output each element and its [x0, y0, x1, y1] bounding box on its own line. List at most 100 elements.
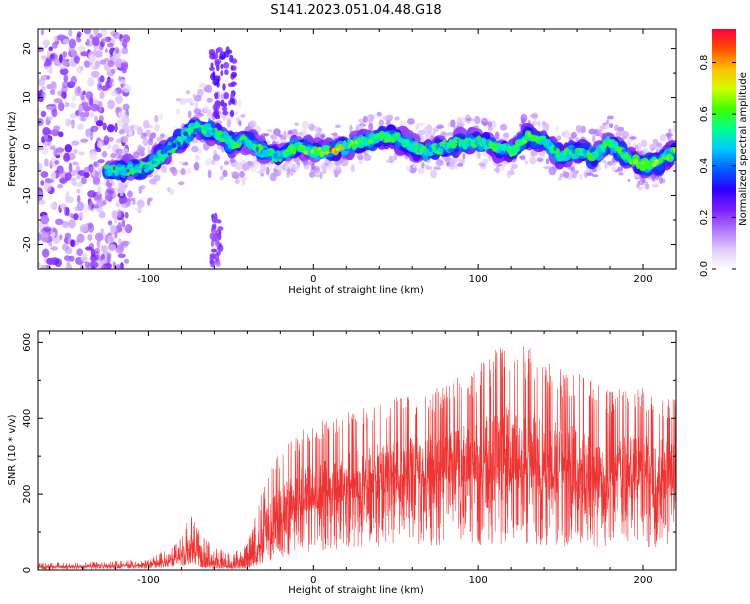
halo-blob [220, 63, 224, 70]
noise-blob [68, 38, 77, 49]
noise-blob [42, 127, 51, 136]
halo-blob [668, 128, 672, 135]
halo-blob [632, 142, 637, 148]
halo-blob [520, 113, 528, 123]
noise-blob [74, 86, 82, 97]
ridge-blob [613, 140, 617, 147]
ridge-blob [537, 137, 541, 141]
halo-blob [456, 117, 463, 127]
noise-blob [100, 253, 105, 260]
halo-blob [212, 153, 221, 162]
y-tick-label: 20 [22, 42, 33, 55]
ridge-blob [446, 144, 452, 149]
noise-blob [71, 140, 80, 146]
halo-blob [611, 165, 616, 172]
halo-blob [588, 128, 597, 135]
noise-blob [122, 83, 131, 93]
halo-blob [191, 145, 199, 153]
noise-blob [61, 91, 67, 99]
noise-blob [106, 253, 111, 264]
halo-blob [278, 134, 284, 138]
halo-blob [210, 259, 216, 268]
snr-x-ticks: -100 0 100 200 [49, 331, 677, 586]
halo-blob [480, 117, 488, 126]
halo-blob [208, 49, 215, 56]
ridge-blob [153, 160, 158, 164]
ridge-blob [211, 128, 216, 134]
ridge-blob [419, 149, 423, 156]
halo-blob [198, 82, 207, 89]
noise-blob [90, 112, 95, 118]
halo-blob [661, 178, 666, 184]
noise-blob [92, 36, 100, 47]
ridge-blob [305, 146, 311, 152]
halo-blob [309, 171, 316, 178]
halo-blob [147, 149, 151, 155]
noise-blob [78, 45, 86, 54]
halo-blob [626, 140, 632, 149]
halo-blob [235, 161, 243, 171]
halo-blob [117, 208, 122, 218]
colorbar-tick-label: 0.4 [699, 158, 710, 174]
halo-blob [207, 169, 212, 179]
halo-blob [205, 157, 212, 167]
halo-blob [172, 168, 178, 177]
halo-blob [548, 166, 557, 176]
ridge-blob [460, 141, 466, 146]
halo-blob [210, 62, 214, 68]
noise-blob [71, 50, 78, 58]
halo-blob [216, 250, 221, 256]
noise-blob [80, 138, 89, 143]
halo-blob [350, 164, 355, 173]
ridge-blob [288, 150, 291, 155]
ridge-blob [571, 148, 576, 154]
noise-blob [80, 93, 85, 101]
halo-blob [211, 248, 217, 253]
halo-blob [621, 134, 628, 140]
halo-blob [450, 158, 455, 168]
halo-blob [581, 125, 586, 134]
ridge-blob [128, 165, 133, 170]
halo-blob [349, 124, 353, 133]
halo-blob [357, 153, 364, 160]
halo-blob [314, 125, 318, 135]
snr-y-ticks: 0 200 400 600 [22, 333, 676, 573]
noise-blob [118, 111, 126, 118]
halo-blob [230, 109, 234, 118]
noise-blob [97, 159, 105, 164]
snr-y-label: SNR (10 * v/v) [7, 414, 18, 485]
ridge-blob [522, 139, 528, 144]
spectrogram-y-label: Frequency (Hz) [7, 111, 18, 187]
halo-blob [649, 144, 654, 150]
ridge-blob [341, 146, 345, 151]
ridge-blob [225, 139, 230, 145]
noise-blob [121, 47, 129, 55]
halo-blob [457, 163, 464, 167]
halo-blob [368, 122, 374, 131]
noise-blob [76, 248, 84, 256]
halo-blob [138, 125, 143, 135]
noise-blob [92, 177, 101, 185]
noise-blob [40, 110, 47, 118]
noise-blob [63, 74, 69, 83]
ridge-blob [317, 146, 322, 151]
noise-blob [57, 184, 64, 189]
ridge-blob [451, 140, 455, 144]
noise-blob [40, 171, 49, 178]
x-tick-label: 200 [633, 575, 652, 586]
noise-blob [81, 176, 87, 185]
ridge-blob [481, 138, 485, 145]
halo-blob [606, 115, 614, 120]
halo-blob [380, 114, 384, 119]
ridge-blob [380, 134, 384, 141]
halo-blob [313, 165, 321, 174]
halo-blob [287, 130, 293, 135]
noise-blob [84, 110, 90, 118]
halo-blob [185, 97, 194, 103]
halo-blob [219, 51, 226, 60]
ridge-blob [255, 146, 260, 152]
ridge-blob [627, 155, 631, 161]
ridge-blob [121, 164, 126, 169]
noise-blob [48, 46, 54, 52]
noise-blob [118, 75, 122, 82]
